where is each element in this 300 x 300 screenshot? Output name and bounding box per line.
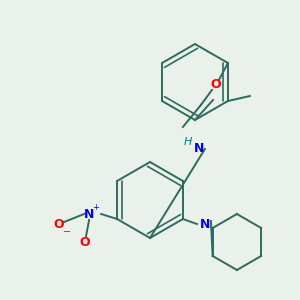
Text: +: +	[93, 203, 100, 212]
Text: O: O	[54, 218, 64, 230]
Text: N: N	[84, 208, 94, 220]
Text: −: −	[63, 227, 71, 237]
Text: O: O	[80, 236, 90, 248]
Text: N: N	[194, 142, 204, 155]
Text: O: O	[211, 79, 221, 92]
Text: H: H	[184, 137, 192, 147]
Text: N: N	[200, 218, 210, 230]
